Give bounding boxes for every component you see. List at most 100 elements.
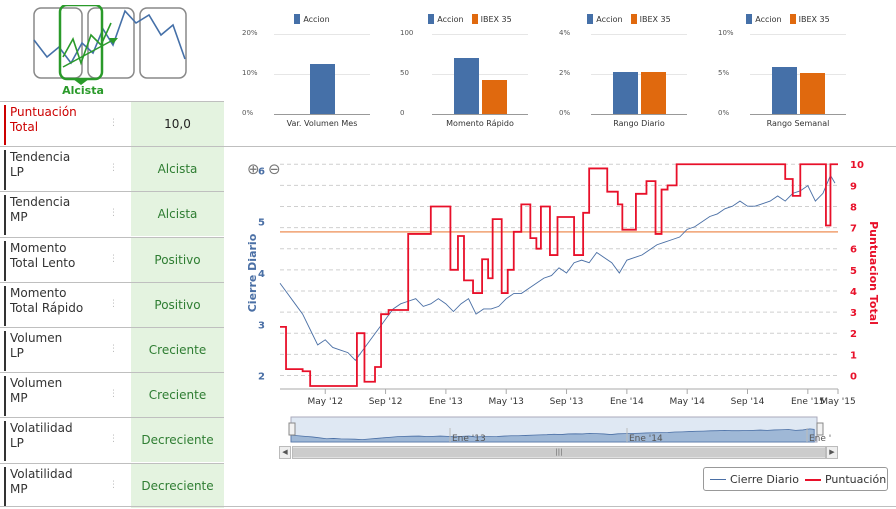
y2-tick-label: 4 xyxy=(850,287,857,298)
indicator-label: Volatilidad MP xyxy=(4,466,104,507)
indicator-label: Momento Total Lento xyxy=(4,240,104,281)
zoom-in-icon[interactable]: ⊕ xyxy=(247,160,260,178)
navigator-handle-left[interactable] xyxy=(288,422,296,436)
mini-legend-label: Accion xyxy=(303,15,330,24)
mini-axis xyxy=(274,114,370,115)
mini-chart-title: Momento Rápido xyxy=(446,119,514,128)
y-tick-label: 5 xyxy=(258,218,265,229)
y-axis-title: Cierre Diario xyxy=(246,233,259,312)
mini-bar[interactable] xyxy=(453,58,479,114)
mini-gridline xyxy=(750,34,846,35)
mini-legend-item[interactable]: IBEX 35 xyxy=(789,14,830,24)
mini-bar[interactable] xyxy=(640,72,666,114)
drag-handle-icon[interactable]: ⋮ xyxy=(109,253,118,264)
indicator-label: Tendencia MP xyxy=(4,195,104,236)
x-tick-label: May '14 xyxy=(669,397,705,407)
mini-legend-item[interactable]: IBEX 35 xyxy=(630,14,671,24)
mini-legend-item[interactable]: IBEX 35 xyxy=(471,14,512,24)
x-tick-label: Ene '14 xyxy=(610,397,644,407)
indicator-label-line1: Volatilidad xyxy=(10,421,73,436)
mini-bar[interactable] xyxy=(612,72,638,114)
mini-tick-label: 20% xyxy=(242,29,258,37)
indicator-label-line2: Total Lento xyxy=(10,255,76,270)
indicator-row: Momento Total Rápido ⋮ Positivo xyxy=(0,281,224,327)
scroll-left-button[interactable]: ◀ xyxy=(279,446,291,459)
navigator-handle-right[interactable] xyxy=(816,422,824,436)
indicator-label: Puntuación Total xyxy=(4,105,104,145)
drag-handle-icon[interactable]: ⋮ xyxy=(109,298,118,309)
mini-gridline xyxy=(591,34,687,35)
mini-bar[interactable] xyxy=(309,64,335,114)
y2-tick-label: 0 xyxy=(850,371,857,382)
drag-handle-icon[interactable]: ⋮ xyxy=(109,118,118,128)
indicator-label: Volumen MP xyxy=(4,376,104,417)
mini-legend-label: IBEX 35 xyxy=(480,15,512,24)
indicator-label-line1: Puntuación xyxy=(10,105,77,119)
indicator-label-line2: MP xyxy=(10,391,28,406)
mini-tick-label: 10% xyxy=(242,69,258,77)
scrollbar-thumb[interactable]: ||| xyxy=(293,448,825,457)
mini-axis xyxy=(432,114,528,115)
indicator-value: Positivo xyxy=(131,237,224,282)
x-tick-label: Ene '13 xyxy=(429,397,463,407)
mini-legend: Accion IBEX 35 xyxy=(718,14,858,24)
mini-tick-label: 0% xyxy=(242,109,254,117)
legend-item-price[interactable]: Cierre Diario xyxy=(710,473,799,486)
mini-legend-item[interactable]: Accion xyxy=(294,14,330,24)
indicator-value: Alcista xyxy=(131,192,224,237)
y2-tick-label: 7 xyxy=(850,224,857,235)
drag-handle-icon[interactable]: ⋮ xyxy=(109,389,118,400)
indicator-row: Tendencia LP ⋮ Alcista xyxy=(0,146,224,192)
mini-tick-label: 0 xyxy=(400,109,405,117)
indicator-row: Volumen LP ⋮ Creciente xyxy=(0,327,224,372)
y-tick-label: 3 xyxy=(258,320,265,331)
mini-chart-title: Rango Semanal xyxy=(766,119,830,128)
drag-handle-icon[interactable]: ⋮ xyxy=(109,208,118,219)
mini-legend-item[interactable]: Accion xyxy=(746,14,782,24)
indicator-row: Volatilidad MP ⋮ Decreciente xyxy=(0,462,224,508)
zoom-out-icon[interactable]: ⊖ xyxy=(268,160,281,178)
mini-legend-item[interactable]: Accion xyxy=(428,14,464,24)
drag-handle-icon[interactable]: ⋮ xyxy=(109,163,118,174)
legend-score-label: Puntuación xyxy=(824,472,887,486)
mini-legend-item[interactable]: Accion xyxy=(587,14,623,24)
legend-item-score[interactable]: Puntuación xyxy=(804,472,887,486)
mini-gridline xyxy=(591,74,687,75)
series-line-cierre-diario[interactable] xyxy=(279,174,836,362)
y-tick-label: 4 xyxy=(258,269,265,280)
mini-bar-chart: Accion IBEX 35 100 50 0 Momento Rápido xyxy=(400,8,540,136)
indicator-label-line2: Total xyxy=(10,120,39,134)
mini-bar[interactable] xyxy=(481,80,507,114)
navigator-label: Ene '14 xyxy=(629,434,663,444)
trend-selector-icon[interactable] xyxy=(33,5,188,101)
mini-tick-label: 4% xyxy=(559,29,571,37)
mini-axis xyxy=(750,114,846,115)
y2-tick-label: 10 xyxy=(850,160,864,171)
legend-swatch xyxy=(294,14,301,24)
drag-handle-icon[interactable]: ⋮ xyxy=(109,344,118,354)
indicator-value: 10,0 xyxy=(131,102,224,146)
scroll-right-button[interactable]: ▶ xyxy=(826,446,838,459)
mini-bar[interactable] xyxy=(799,73,825,114)
chart-legend: Cierre Diario Puntuación xyxy=(703,467,888,491)
y2-tick-label: 3 xyxy=(850,308,857,319)
x-tick-label: Sep '12 xyxy=(369,397,403,407)
series-line-puntuacion[interactable] xyxy=(280,163,838,387)
indicator-label-line2: MP xyxy=(10,481,28,496)
indicator-label-line1: Volumen xyxy=(10,376,63,391)
y2-tick-label: 6 xyxy=(850,245,857,256)
drag-handle-icon[interactable]: ⋮ xyxy=(109,479,118,490)
drag-handle-icon[interactable]: ⋮ xyxy=(109,434,118,445)
indicator-label-line2: LP xyxy=(10,165,24,180)
scrollbar-track[interactable]: ||| xyxy=(292,446,826,459)
mini-bar[interactable] xyxy=(771,66,797,114)
legend-swatch xyxy=(630,14,637,24)
indicator-label: Volatilidad LP xyxy=(4,421,104,462)
x-tick-label: Ene '15 xyxy=(791,397,825,407)
range-navigator[interactable]: Ene '13 Ene '14 Ene '15 xyxy=(279,416,831,446)
mini-legend: Accion IBEX 35 xyxy=(559,14,699,24)
legend-swatch xyxy=(587,14,594,24)
indicator-row: Momento Total Lento ⋮ Positivo xyxy=(0,236,224,282)
indicator-row: Volatilidad LP ⋮ Decreciente xyxy=(0,417,224,463)
navigator-series xyxy=(290,428,815,443)
